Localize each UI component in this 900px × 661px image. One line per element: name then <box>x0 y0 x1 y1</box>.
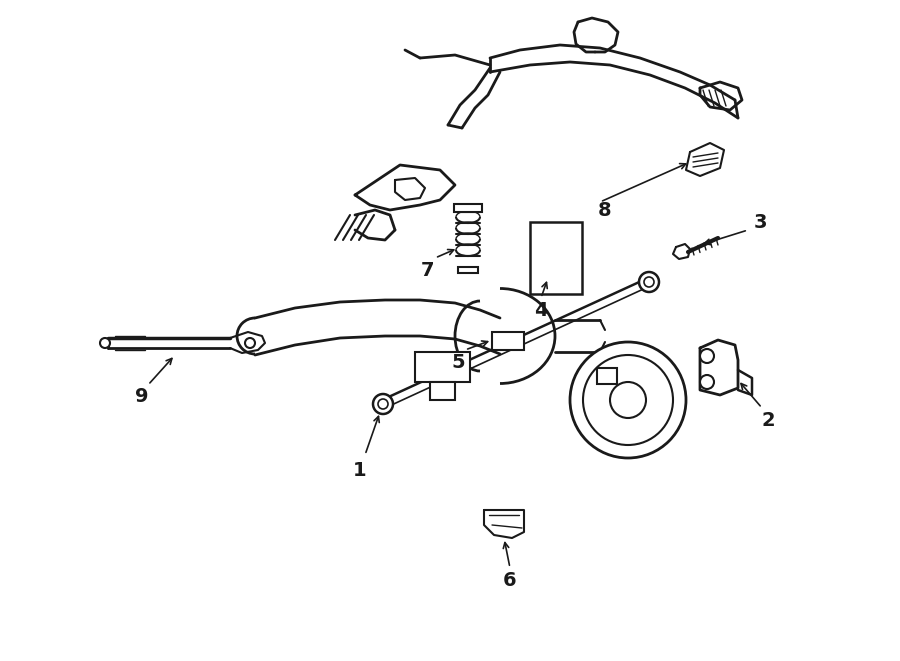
Text: 2: 2 <box>761 410 775 430</box>
Bar <box>415 352 470 382</box>
Circle shape <box>700 349 714 363</box>
Text: 9: 9 <box>135 387 148 407</box>
Text: 4: 4 <box>535 301 548 319</box>
Text: 8: 8 <box>598 200 612 219</box>
Text: 6: 6 <box>503 570 517 590</box>
Bar <box>530 222 582 294</box>
Circle shape <box>639 272 659 292</box>
Circle shape <box>245 338 255 348</box>
Bar <box>454 204 482 212</box>
Bar <box>458 267 478 273</box>
Bar <box>597 368 617 384</box>
Circle shape <box>373 394 393 414</box>
Bar <box>430 382 455 400</box>
Text: 1: 1 <box>353 461 367 479</box>
Circle shape <box>378 399 388 409</box>
Circle shape <box>644 277 654 287</box>
Circle shape <box>583 355 673 445</box>
Bar <box>492 332 524 350</box>
Text: 3: 3 <box>753 212 767 231</box>
Circle shape <box>570 342 686 458</box>
Circle shape <box>610 382 646 418</box>
Text: 7: 7 <box>421 260 435 280</box>
Circle shape <box>700 375 714 389</box>
Text: 5: 5 <box>451 352 464 371</box>
Circle shape <box>100 338 110 348</box>
